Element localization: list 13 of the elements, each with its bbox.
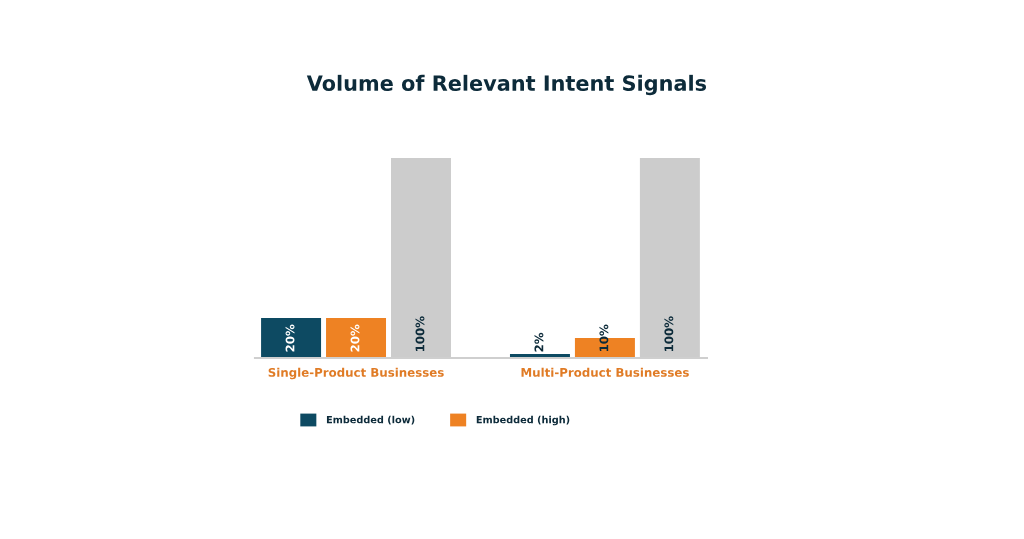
x-tick-label: Multi-Product Businesses	[521, 367, 689, 377]
legend-label: Embedded (high)	[476, 415, 570, 426]
data-label: 100%	[415, 316, 425, 352]
data-label: 100%	[664, 316, 674, 352]
chart-title: Volume of Relevant Intent Signals	[306, 74, 707, 96]
bar	[326, 318, 387, 358]
bar	[261, 318, 322, 358]
data-label: 20%	[350, 324, 360, 352]
data-label: 2%	[534, 332, 544, 352]
data-label: 20%	[285, 324, 295, 352]
legend-label: Embedded (low)	[326, 415, 415, 425]
x-tick-label: Single-Product Businesses	[268, 367, 444, 380]
data-label: 10%	[599, 324, 609, 352]
